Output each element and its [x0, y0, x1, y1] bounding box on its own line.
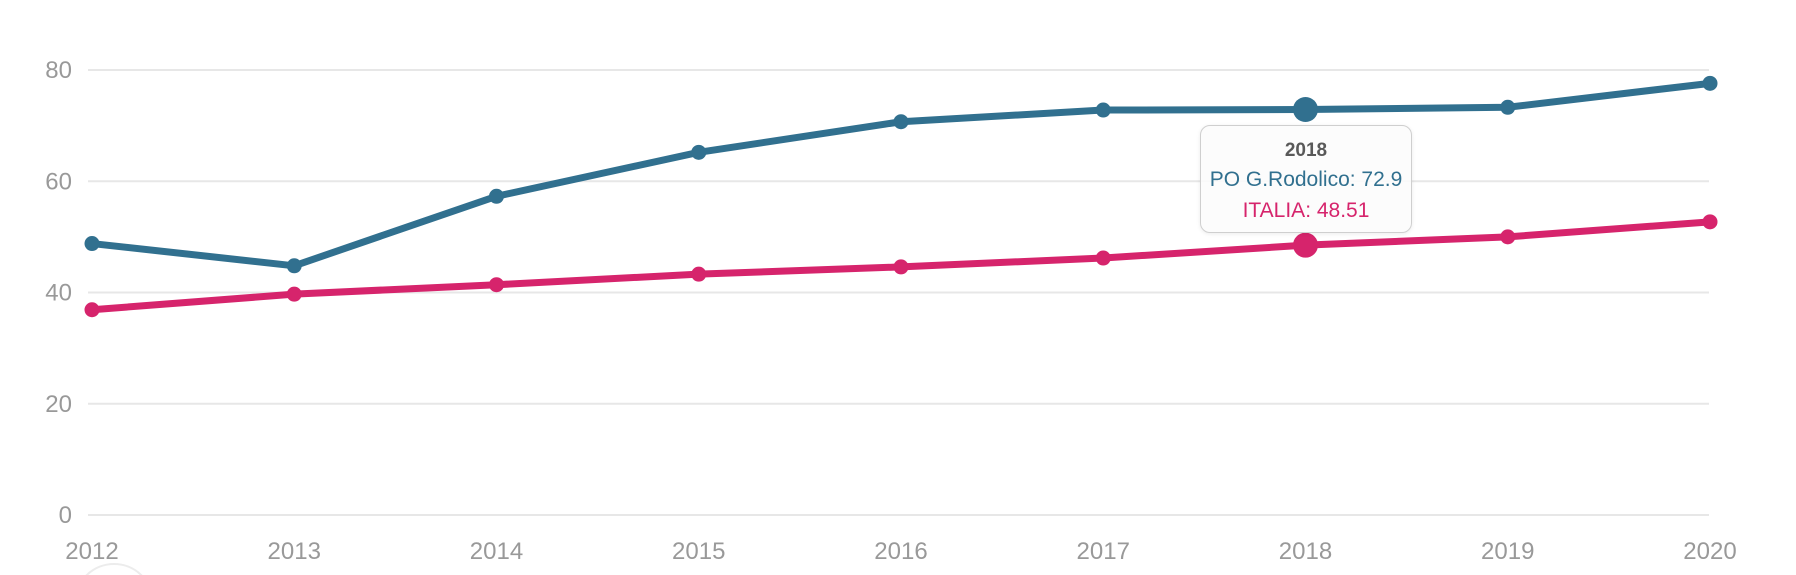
- series-point-italia-2018[interactable]: [1293, 232, 1318, 258]
- series-point-italia-2012[interactable]: [84, 302, 100, 318]
- y-axis-label: 20: [45, 391, 72, 418]
- series-point-italia-2014[interactable]: [489, 277, 504, 293]
- x-axis-label: 2018: [1279, 538, 1332, 565]
- series-point-italia-2016[interactable]: [893, 259, 909, 275]
- series-point-po-g-rodolico-2019[interactable]: [1500, 99, 1516, 115]
- series-point-italia-2017[interactable]: [1095, 250, 1111, 266]
- x-axis-label: 2017: [1077, 538, 1130, 565]
- x-axis-label: 2014: [470, 538, 523, 565]
- y-axis-label: 80: [45, 57, 72, 84]
- x-axis-label: 2012: [65, 538, 118, 565]
- x-axis-label: 2013: [268, 538, 321, 565]
- x-axis-label: 2019: [1481, 538, 1534, 565]
- x-axis-label: 2015: [672, 538, 725, 565]
- series-point-po-g-rodolico-2017[interactable]: [1095, 102, 1111, 118]
- x-axis-label: 2016: [874, 538, 927, 565]
- series-point-po-g-rodolico-2015[interactable]: [691, 144, 707, 160]
- tooltip-series-italia: ITALIA: 48.51: [1242, 199, 1370, 222]
- series-point-po-g-rodolico-2012[interactable]: [84, 236, 100, 252]
- series-point-po-g-rodolico-2018[interactable]: [1293, 96, 1318, 122]
- series-point-po-g-rodolico-2014[interactable]: [489, 188, 504, 204]
- tooltip: 2018 PO G.Rodolico: 72.9 ITALIA: 48.51: [1200, 125, 1412, 233]
- series-point-italia-2019[interactable]: [1500, 229, 1516, 245]
- series-point-po-g-rodolico-2020[interactable]: [1702, 75, 1718, 91]
- tooltip-year: 2018: [1284, 140, 1328, 161]
- series-point-italia-2013[interactable]: [286, 286, 302, 302]
- y-axis-label: 40: [45, 280, 72, 307]
- series-point-italia-2020[interactable]: [1702, 214, 1718, 230]
- series-point-italia-2015[interactable]: [691, 266, 707, 282]
- x-axis-label: 2020: [1683, 538, 1736, 565]
- series-point-po-g-rodolico-2013[interactable]: [286, 258, 302, 274]
- tooltip-series-po-g-rodolico: PO G.Rodolico: 72.9: [1209, 168, 1403, 191]
- y-axis-label: 60: [45, 168, 72, 195]
- y-axis-label: 0: [59, 502, 72, 529]
- series-point-po-g-rodolico-2016[interactable]: [893, 114, 909, 130]
